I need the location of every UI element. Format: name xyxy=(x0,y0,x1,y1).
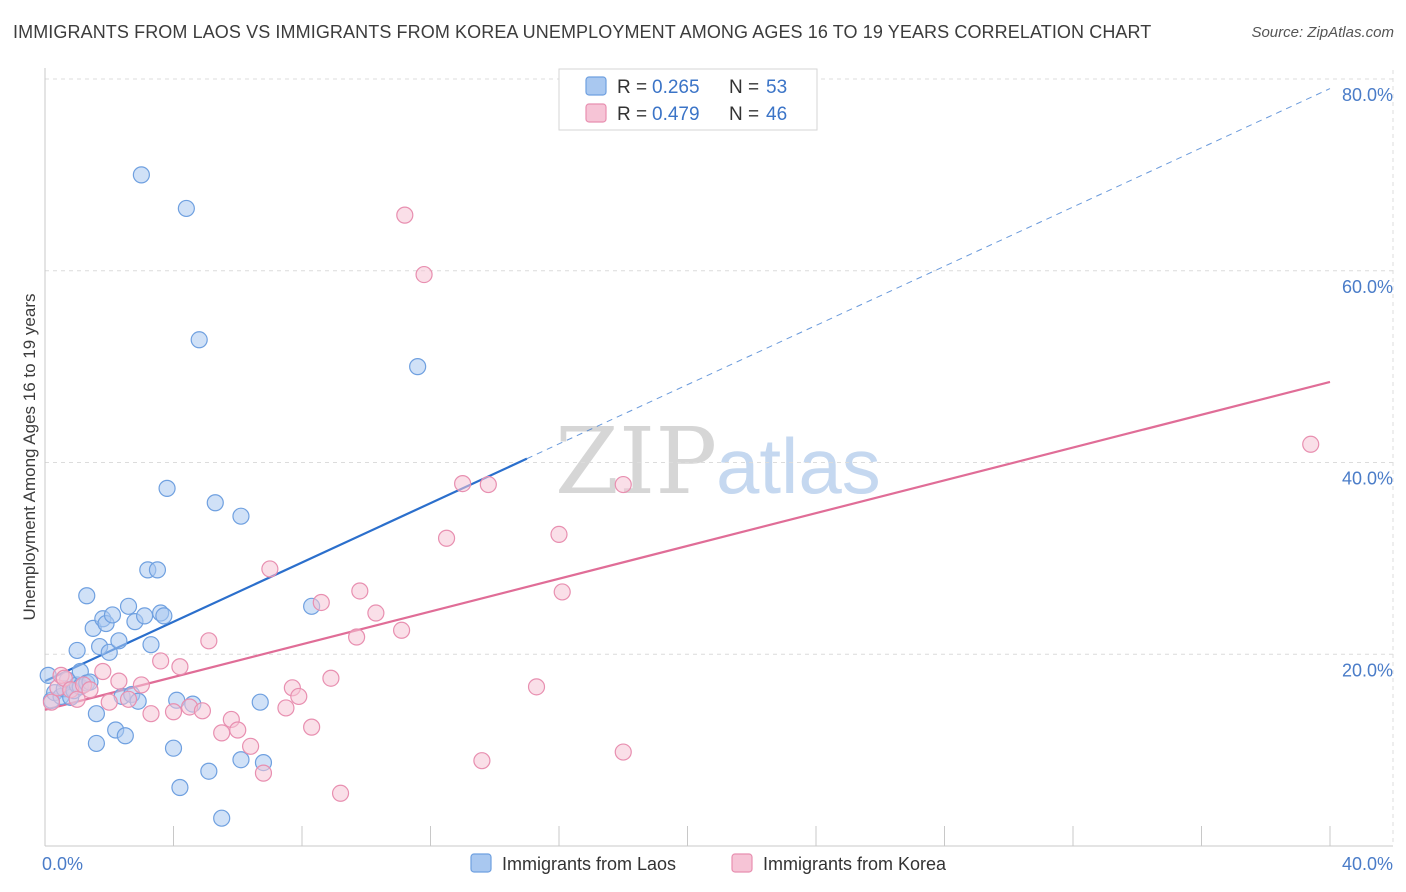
point-laos xyxy=(206,494,224,512)
legend-n-value-laos: 53 xyxy=(766,77,787,98)
point-laos xyxy=(232,751,250,769)
point-korea xyxy=(396,206,414,224)
y-tick-label: 80.0% xyxy=(1342,85,1393,105)
point-korea xyxy=(242,737,260,755)
watermark-zip: ZIP xyxy=(555,408,717,515)
point-laos xyxy=(232,507,250,525)
legend-swatch-korea xyxy=(585,103,607,123)
point-korea xyxy=(229,721,247,739)
point-korea xyxy=(303,718,321,736)
point-korea xyxy=(437,529,456,547)
point-korea xyxy=(1302,435,1320,453)
point-laos xyxy=(142,636,160,654)
y-tick-label: 40.0% xyxy=(1342,469,1393,489)
point-korea xyxy=(348,628,366,646)
y-tick-label: 20.0% xyxy=(1342,660,1393,680)
point-laos xyxy=(155,607,173,625)
point-korea xyxy=(132,676,150,694)
point-korea xyxy=(454,474,472,493)
point-korea xyxy=(100,693,118,711)
point-laos xyxy=(200,762,218,780)
legend-r-label-korea: R = xyxy=(617,104,647,125)
point-korea xyxy=(392,621,411,639)
bottom-legend-swatch-korea xyxy=(731,853,753,873)
bottom-legend-label-laos: Immigrants from Laos xyxy=(502,854,676,874)
x-tick-label: 0.0% xyxy=(42,854,83,874)
stats-legend: R = 0.265 N = 53 R = 0.479 N = 46 xyxy=(558,68,818,131)
series-legend: Immigrants from Laos Immigrants from Kor… xyxy=(470,853,947,874)
bottom-legend-label-korea: Immigrants from Korea xyxy=(763,854,947,874)
point-korea xyxy=(254,764,273,782)
point-korea xyxy=(277,699,295,717)
point-korea xyxy=(68,690,86,708)
point-laos xyxy=(68,641,86,660)
point-korea xyxy=(367,604,385,622)
point-korea xyxy=(142,705,160,723)
point-laos xyxy=(158,479,176,497)
point-korea xyxy=(527,678,546,696)
point-laos xyxy=(171,778,189,797)
point-laos xyxy=(132,166,150,184)
point-korea xyxy=(261,560,279,578)
point-korea xyxy=(312,593,330,612)
point-laos xyxy=(119,597,138,615)
bottom-legend-swatch-laos xyxy=(470,853,492,873)
point-laos xyxy=(213,809,231,827)
point-korea xyxy=(193,702,212,720)
point-korea xyxy=(152,652,170,670)
point-laos xyxy=(78,587,96,605)
y-axis-title: Unemployment Among Ages 16 to 19 years xyxy=(20,294,39,621)
point-laos xyxy=(87,705,106,723)
point-korea xyxy=(213,724,231,742)
point-laos xyxy=(409,358,427,376)
point-laos xyxy=(116,727,134,745)
legend-r-value-korea: 0.479 xyxy=(652,104,700,125)
point-laos xyxy=(190,331,208,349)
x-tick-label: 40.0% xyxy=(1342,854,1393,874)
point-korea xyxy=(331,784,350,802)
point-korea xyxy=(81,681,99,699)
point-laos xyxy=(87,734,106,753)
point-korea xyxy=(42,693,61,711)
point-korea xyxy=(164,703,183,721)
point-laos xyxy=(148,561,167,579)
source-label: Source: ZipAtlas.com xyxy=(1251,24,1394,41)
watermark: ZIP atlas xyxy=(555,408,881,515)
legend-n-label-korea: N = xyxy=(729,104,759,125)
point-laos xyxy=(110,632,128,650)
legend-r-value-laos: 0.265 xyxy=(652,77,700,98)
y-tick-label: 60.0% xyxy=(1342,277,1393,297)
point-korea xyxy=(110,672,128,690)
point-laos xyxy=(177,199,195,218)
point-korea xyxy=(171,658,189,676)
point-laos xyxy=(135,607,154,625)
point-korea xyxy=(614,743,632,761)
point-korea xyxy=(290,687,308,706)
watermark-atlas: atlas xyxy=(716,422,881,510)
point-korea xyxy=(200,632,218,650)
point-korea xyxy=(94,662,112,681)
legend-n-label-laos: N = xyxy=(729,77,759,98)
point-laos xyxy=(103,606,122,624)
point-korea xyxy=(553,583,571,601)
legend-swatch-laos xyxy=(585,76,607,96)
point-korea xyxy=(119,690,138,708)
point-laos xyxy=(164,739,183,757)
point-korea xyxy=(550,525,568,544)
trendline-laos-extension xyxy=(526,88,1331,460)
legend-r-label-laos: R = xyxy=(617,77,647,98)
point-korea xyxy=(473,752,491,770)
point-laos xyxy=(100,643,118,661)
point-laos xyxy=(251,693,269,711)
point-korea xyxy=(415,265,433,284)
point-korea xyxy=(479,475,497,494)
trendline-korea xyxy=(44,380,1331,711)
chart-title: IMMIGRANTS FROM LAOS VS IMMIGRANTS FROM … xyxy=(13,22,1152,42)
point-korea xyxy=(614,475,632,494)
point-korea xyxy=(351,582,369,600)
legend-n-value-korea: 46 xyxy=(766,104,787,125)
point-korea xyxy=(322,669,340,687)
